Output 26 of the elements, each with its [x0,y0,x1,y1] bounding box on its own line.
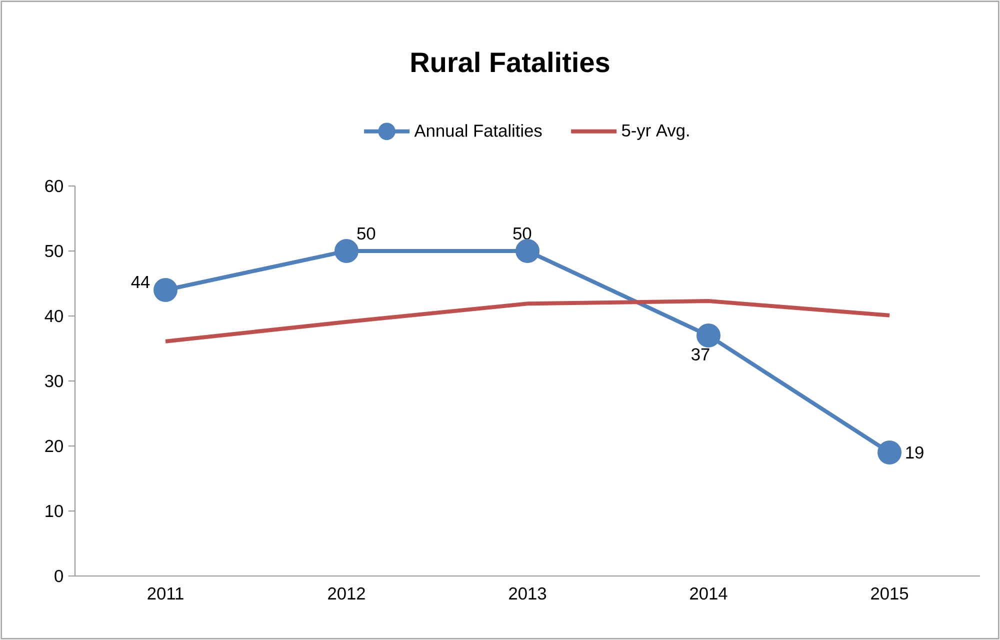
point [696,324,721,348]
x-tick-label: 2011 [148,587,184,600]
point [878,440,902,464]
chart-title: Rural Fatalities [412,52,610,72]
y-tick-label: 20 [45,440,63,452]
y-tick-label: 40 [44,310,63,322]
x-tick-label: 2012 [328,587,365,600]
x-tick-label: 2014 [690,587,728,600]
y-tick-label: 30 [45,374,63,388]
data-label: 50 [357,227,376,240]
y-tick-label: 10 [46,504,63,518]
y-tick-label: 50 [45,244,63,258]
line-series [164,299,892,344]
legend-label: 5-yr Avg. [622,124,689,140]
x-tick-label: 2015 [871,587,908,600]
y-tick-label: 0 [54,570,63,582]
y-tick-label: 60 [45,180,63,192]
point [334,239,359,264]
data-label: 44 [131,276,150,288]
data-label: 50 [513,227,532,240]
data-label: 37 [692,348,710,360]
data-label: 19 [906,446,924,459]
point [516,239,540,264]
legend-label: Annual Fatalities [414,124,542,137]
point [154,278,178,302]
x-tick-label: 2013 [509,587,546,600]
